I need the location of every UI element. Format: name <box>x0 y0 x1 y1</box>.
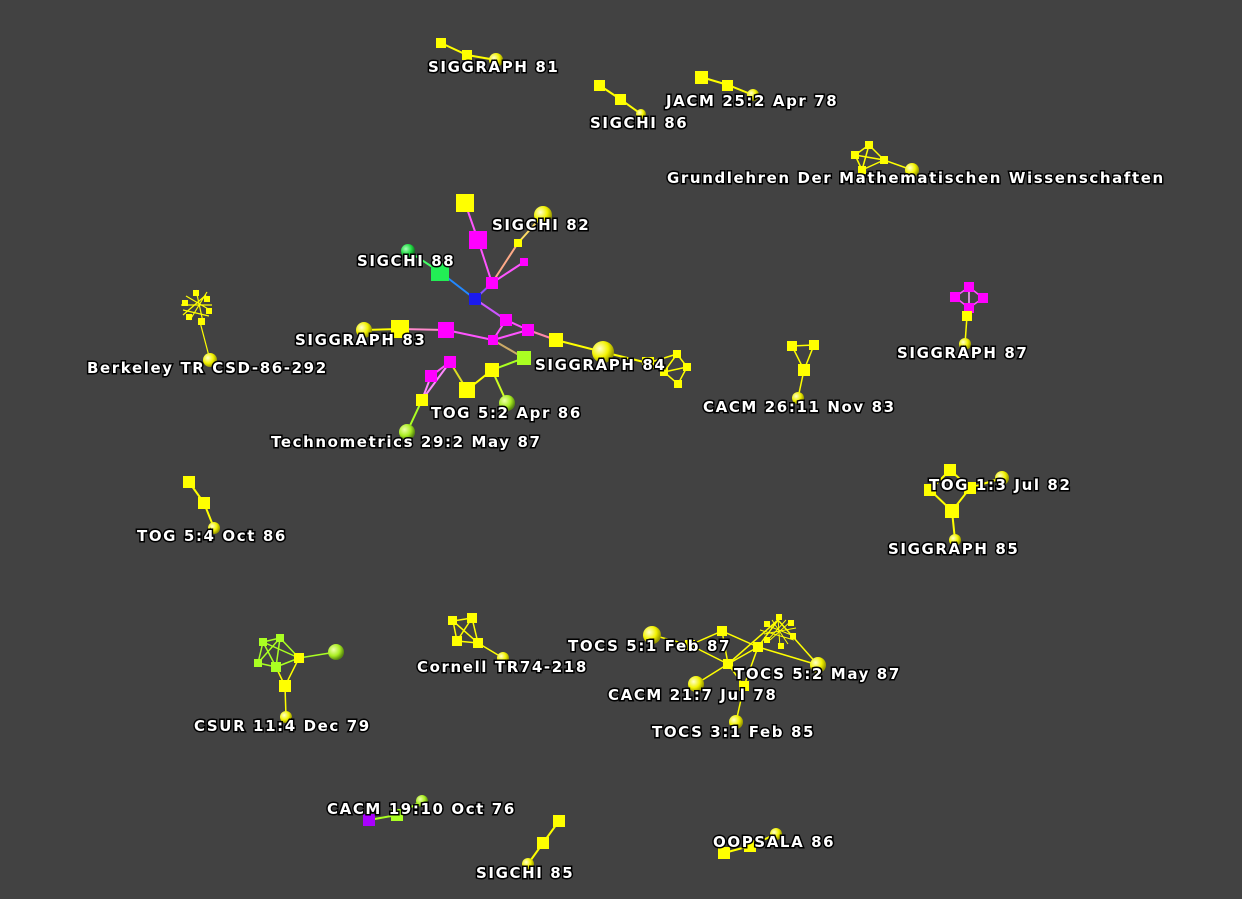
label-sigchi-88[interactable]: SIGCHI 88 <box>356 251 456 272</box>
label-sigchi-85[interactable]: SIGCHI 85 <box>475 863 575 884</box>
label-csur-11-4[interactable]: CSUR 11:4 Dec 79 <box>193 716 371 737</box>
label-tog-5-2[interactable]: TOG 5:2 Apr 86 <box>430 403 582 424</box>
label-tog-1-3[interactable]: TOG 1:3 Jul 82 <box>928 475 1072 496</box>
label-sigchi-82[interactable]: SIGCHI 82 <box>491 215 591 236</box>
label-cacm-19-10[interactable]: CACM 19:10 Oct 76 <box>326 799 516 820</box>
label-siggraph-81[interactable]: SIGGRAPH 81 <box>427 57 560 78</box>
label-siggraph-85[interactable]: SIGGRAPH 85 <box>887 539 1020 560</box>
label-cacm-21-7[interactable]: CACM 21:7 Jul 78 <box>607 685 778 706</box>
label-grundlehren[interactable]: Grundlehren Der Mathematischen Wissensch… <box>666 168 1165 189</box>
label-technometrics[interactable]: Technometrics 29:2 May 87 <box>270 432 542 453</box>
label-siggraph-84[interactable]: SIGGRAPH 84 <box>534 355 667 376</box>
graph-edges <box>181 42 1003 865</box>
label-tocs-3-1[interactable]: TOCS 3:1 Feb 85 <box>651 722 815 743</box>
label-tog-5-4[interactable]: TOG 5:4 Oct 86 <box>136 526 287 547</box>
label-oopsala-86[interactable]: OOPSALA 86 <box>712 832 836 853</box>
node-labels: SIGGRAPH 81 SIGCHI 86 JACM 25:2 Apr 78 G… <box>86 57 1165 884</box>
label-berkeley-tr[interactable]: Berkeley TR CSD-86-292 <box>86 358 328 379</box>
label-siggraph-83[interactable]: SIGGRAPH 83 <box>294 330 427 351</box>
label-siggraph-87[interactable]: SIGGRAPH 87 <box>896 343 1029 364</box>
label-sigchi-86[interactable]: SIGCHI 86 <box>589 113 689 134</box>
label-tocs-5-1[interactable]: TOCS 5:1 Feb 87 <box>567 636 731 657</box>
label-cornell-tr[interactable]: Cornell TR74-218 <box>416 657 588 678</box>
label-tocs-5-2[interactable]: TOCS 5:2 May 87 <box>733 664 901 685</box>
graph-nodes <box>182 38 1009 870</box>
label-cacm-26-11[interactable]: CACM 26:11 Nov 83 <box>702 397 896 418</box>
label-jacm-25-2[interactable]: JACM 25:2 Apr 78 <box>664 91 839 112</box>
